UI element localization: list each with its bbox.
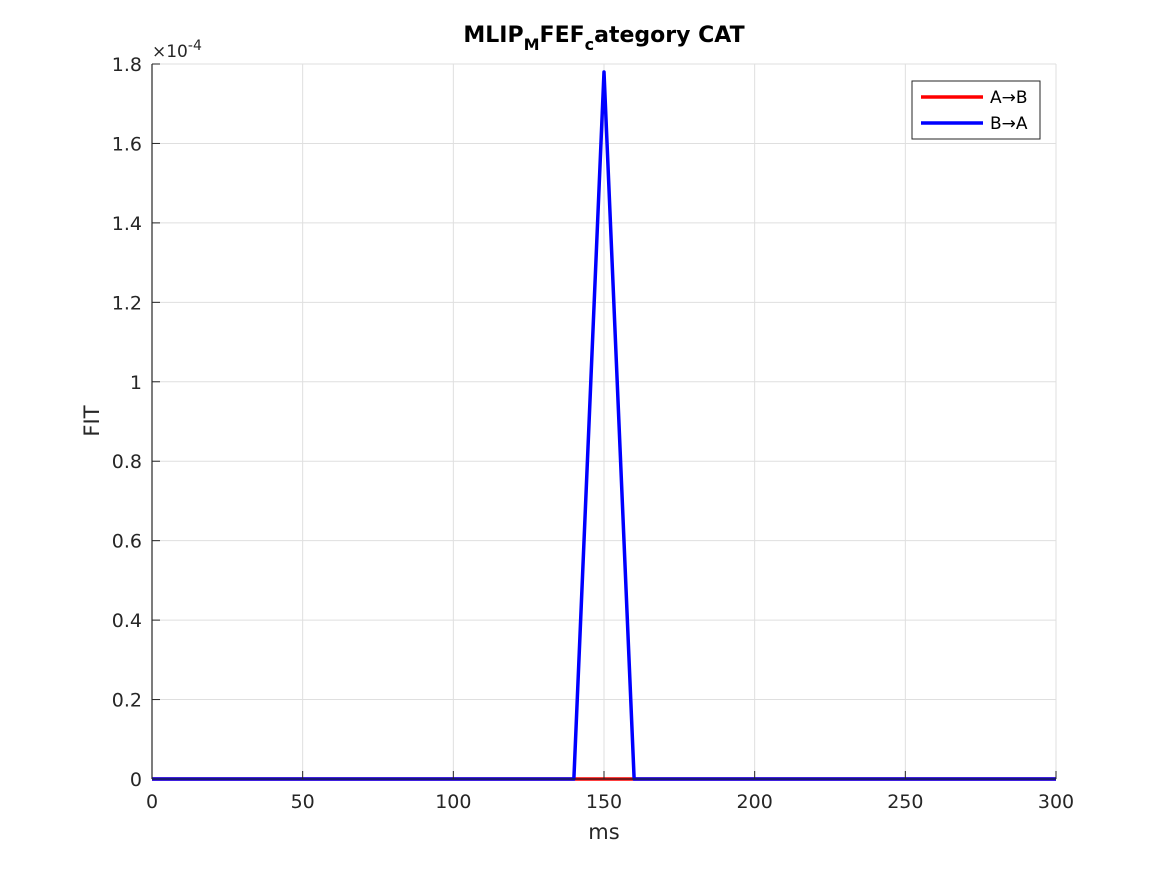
y-tick-label: 0.6 <box>112 531 142 553</box>
x-ticks: 0 50 100 150 200 250 300 <box>146 771 1074 813</box>
y-tick-label: 0 <box>130 769 142 791</box>
y-tick-label: 0.4 <box>112 610 142 632</box>
x-tick-label: 150 <box>586 791 622 813</box>
legend-label-b-to-a: B→A <box>990 114 1028 134</box>
legend: A→B B→A <box>911 80 1041 140</box>
y-axis-label: FIT <box>80 405 104 436</box>
title-subscript: M <box>524 35 540 54</box>
y-tick-label: 1 <box>130 372 142 394</box>
legend-box <box>911 80 1041 140</box>
x-tick-label: 100 <box>435 791 471 813</box>
chart-title: MLIPMFEFcategory CAT <box>463 23 744 54</box>
x-tick-label: 300 <box>1038 791 1074 813</box>
y-tick-label: 1.6 <box>112 133 142 155</box>
y-tick-label: 1.2 <box>112 292 142 314</box>
y-ticks: 0 0.2 0.4 0.6 0.8 1 1.2 1.4 1.6 1.8 <box>112 54 160 791</box>
x-tick-label: 200 <box>737 791 773 813</box>
plot-area: 0 50 100 150 200 250 300 0 0.2 0.4 0.6 0.8 1 1.2 1.4 1… <box>112 54 1074 813</box>
y-tick-label: 0.8 <box>112 451 142 473</box>
title-part: ategory CAT <box>594 23 744 48</box>
y-exponent-base: ×10 <box>152 42 188 62</box>
y-tick-label: 1.8 <box>112 54 142 76</box>
x-axis-label: ms <box>588 820 619 844</box>
legend-label-a-to-b: A→B <box>990 88 1028 108</box>
y-exponent-power: -4 <box>188 38 202 54</box>
y-tick-label: 1.4 <box>112 213 142 235</box>
x-tick-label: 0 <box>146 791 158 813</box>
title-part: MLIP <box>463 23 523 48</box>
title-subscript: c <box>585 35 594 54</box>
title-part: FEF <box>540 23 585 48</box>
x-tick-label: 50 <box>291 791 315 813</box>
x-tick-label: 250 <box>887 791 923 813</box>
y-exponent-label: ×10-4 <box>152 38 202 62</box>
y-tick-label: 0.2 <box>112 690 142 712</box>
